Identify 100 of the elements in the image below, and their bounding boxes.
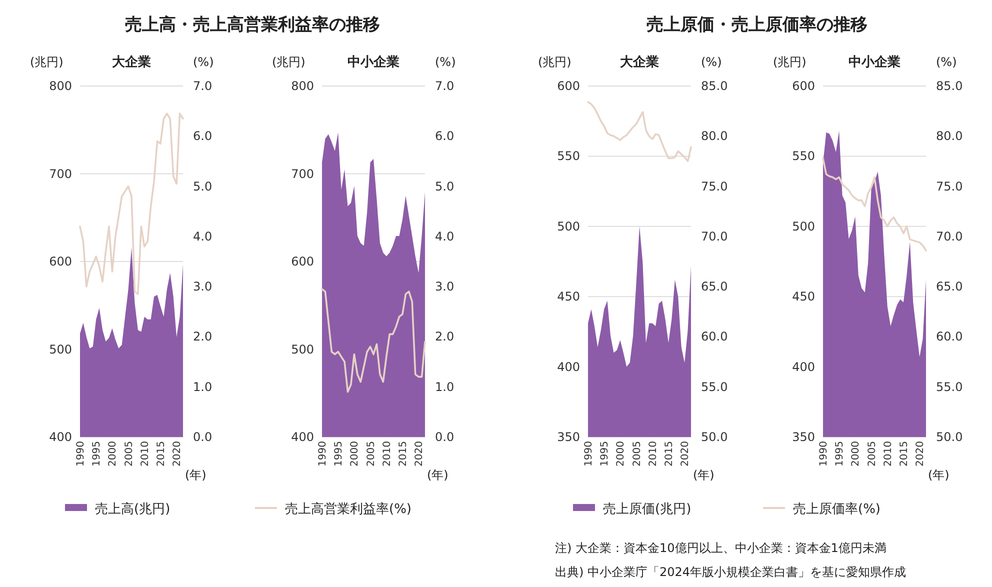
y-tick-label: 600 (49, 254, 72, 268)
x-tick-label: 2015 (898, 441, 910, 466)
x-tick-label: 1990 (584, 441, 594, 466)
y-axis-title: (兆円) (272, 55, 306, 69)
x-tick-label: 2000 (350, 441, 361, 466)
y2-tick-label: 70.0 (701, 229, 728, 244)
x-tick-label: 2010 (882, 441, 894, 466)
x-tick-label: 1990 (318, 441, 328, 466)
y2-tick-label: 50.0 (936, 430, 963, 444)
x-tick-label: 2010 (140, 441, 151, 466)
y2-tick-label: 60.0 (936, 330, 963, 344)
y2-tick-label: 6.0 (435, 129, 454, 144)
y2-tick-label: 2.0 (193, 330, 212, 344)
y-tick-label: 600 (557, 79, 580, 93)
y-tick-label: 700 (291, 166, 314, 181)
y-axis-title: (兆円) (773, 55, 806, 69)
y2-tick-label: 60.0 (701, 330, 728, 344)
x-tick-label: 2010 (648, 441, 659, 466)
y2-axis-title: (%) (193, 55, 214, 69)
x-axis-title: (年) (427, 468, 448, 482)
x-axis-title: (年) (928, 468, 950, 482)
y-tick-label: 500 (557, 219, 580, 234)
y2-tick-label: 7.0 (193, 79, 212, 93)
line-series (321, 288, 426, 393)
x-axis-title: (年) (693, 468, 714, 482)
y-tick-label: 700 (49, 166, 72, 181)
x-tick-label: 2000 (850, 441, 862, 466)
y-tick-label: 400 (49, 430, 72, 444)
y2-tick-label: 55.0 (701, 380, 728, 394)
x-tick-label: 2000 (108, 441, 119, 466)
y2-tick-label: 75.0 (936, 179, 963, 194)
x-tick-label: 2020 (915, 441, 926, 466)
line-series (587, 101, 692, 162)
legend-label: 売上原価率(%) (793, 501, 880, 517)
x-tick-label: 1995 (92, 441, 103, 466)
y2-tick-label: 4.0 (435, 229, 454, 244)
x-axis-title: (年) (185, 468, 206, 482)
y2-tick-label: 65.0 (936, 280, 963, 294)
y2-tick-label: 7.0 (435, 79, 454, 93)
x-tick-label: 1995 (834, 441, 846, 466)
legend-label: 売上高営業利益率(%) (285, 501, 412, 517)
y2-tick-label: 50.0 (701, 430, 728, 444)
y2-tick-label: 80.0 (701, 129, 728, 144)
y-tick-label: 400 (792, 360, 815, 374)
y-tick-label: 500 (49, 342, 72, 356)
x-tick-label: 2020 (680, 441, 692, 466)
chart-subtitle: 中小企業 (848, 55, 900, 70)
y2-tick-label: 85.0 (936, 79, 963, 93)
y-tick-label: 550 (792, 149, 815, 164)
x-tick-label: 2005 (124, 441, 135, 466)
y2-tick-label: 85.0 (701, 79, 728, 93)
y2-tick-label: 4.0 (193, 229, 212, 244)
y-tick-label: 800 (291, 79, 314, 93)
y-tick-label: 600 (792, 79, 815, 93)
y-tick-label: 500 (291, 342, 314, 356)
y2-tick-label: 65.0 (701, 280, 728, 294)
x-tick-label: 1990 (76, 441, 86, 466)
y2-tick-label: 1.0 (435, 380, 454, 394)
y-axis-title: (兆円) (538, 55, 572, 69)
x-tick-label: 1995 (334, 441, 345, 466)
line-series (79, 112, 184, 295)
y2-axis-title: (%) (936, 55, 957, 69)
y2-tick-label: 80.0 (936, 129, 963, 144)
y2-tick-label: 5.0 (193, 179, 212, 194)
text: 注) 大企業：資本金10億円以上、中小企業：資本金1億円未満 (555, 541, 886, 555)
y-tick-label: 600 (291, 254, 314, 268)
y2-tick-label: 1.0 (193, 380, 212, 394)
y-tick-label: 450 (557, 290, 580, 304)
y2-axis-title: (%) (701, 55, 722, 69)
source-note: 出典) 中小企業庁「2024年版小規模企業白書」を基に愛知県作成 (555, 565, 906, 579)
y-tick-label: 350 (557, 430, 580, 444)
line-series (822, 157, 927, 252)
y2-tick-label: 0.0 (193, 430, 212, 444)
legend-label: 売上高(兆円) (95, 501, 170, 517)
y2-tick-label: 0.0 (435, 430, 454, 444)
legend-label: 売上原価(兆円) (603, 502, 692, 517)
y2-tick-label: 2.0 (435, 330, 454, 344)
chart-subtitle: 中小企業 (348, 55, 400, 70)
y-tick-label: 350 (792, 430, 815, 444)
x-tick-label: 2015 (664, 441, 675, 466)
text: 売上原価・売上原価率の推移 (646, 15, 868, 35)
y-tick-label: 450 (792, 290, 815, 304)
x-tick-label: 2005 (632, 441, 643, 466)
x-tick-label: 1990 (818, 441, 830, 466)
y-tick-label: 800 (49, 79, 72, 93)
x-tick-label: 2005 (366, 441, 377, 466)
chart-subtitle: 大企業 (112, 55, 151, 70)
y2-tick-label: 5.0 (435, 179, 454, 194)
chart-subtitle: 大企業 (620, 55, 659, 70)
x-tick-label: 2020 (414, 441, 426, 466)
x-tick-label: 2020 (172, 441, 184, 466)
x-tick-label: 2005 (866, 441, 878, 466)
y2-tick-label: 6.0 (193, 129, 212, 144)
y2-tick-label: 3.0 (193, 280, 212, 294)
x-tick-label: 1995 (600, 441, 611, 466)
text: 売上高・売上高営業利益率の推移 (125, 15, 380, 35)
y-tick-label: 400 (557, 360, 580, 374)
x-tick-label: 2015 (156, 441, 167, 466)
x-tick-label: 2000 (616, 441, 627, 466)
y2-axis-title: (%) (435, 55, 456, 69)
